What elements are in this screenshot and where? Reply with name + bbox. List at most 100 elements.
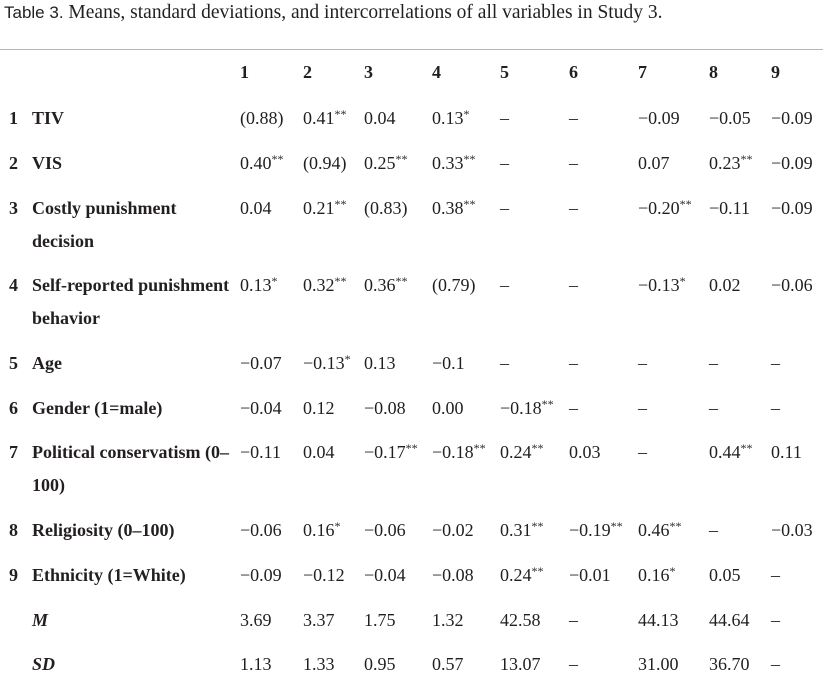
cell: −0.12 <box>303 565 345 585</box>
significance: ** <box>463 152 476 166</box>
row-label: TIV <box>32 108 65 128</box>
cell: 0.03 <box>569 442 601 462</box>
cell: −0.06 <box>364 520 406 540</box>
column-header: 1 <box>240 62 249 82</box>
cell: 0.38** <box>432 192 476 224</box>
significance: ** <box>271 152 284 166</box>
cell: – <box>569 108 578 128</box>
significance: * <box>334 519 341 533</box>
rule <box>0 49 823 50</box>
significance: ** <box>334 274 347 288</box>
row-label: Ethnicity (1=White) <box>32 565 186 585</box>
significance: ** <box>740 441 753 455</box>
cell: 0.41** <box>303 102 347 134</box>
significance: ** <box>610 519 623 533</box>
cell: – <box>638 353 647 373</box>
cell-value: 0.33 <box>432 153 464 173</box>
cell: – <box>569 198 578 218</box>
cell: – <box>709 353 718 373</box>
column-header: 2 <box>303 62 312 82</box>
cell: – <box>500 108 509 128</box>
cell: – <box>638 442 647 462</box>
significance: ** <box>463 197 476 211</box>
row-label: Religiosity (0–100) <box>32 520 175 540</box>
row-number: 9 <box>9 565 18 585</box>
cell: – <box>569 153 578 173</box>
cell: – <box>771 353 780 373</box>
row-number: 6 <box>9 398 18 418</box>
row-label: VIS <box>32 153 63 173</box>
cell: 0.16* <box>638 559 676 591</box>
cell: – <box>500 275 509 295</box>
cell: 3.69 <box>240 610 272 630</box>
cell: 0.04 <box>240 198 272 218</box>
row-label: Age <box>32 353 62 373</box>
cell-value: 0.23 <box>709 153 741 173</box>
cell: 0.13* <box>432 102 470 134</box>
cell: (0.83) <box>364 198 408 218</box>
cell-value: −0.19 <box>569 520 611 540</box>
column-header: 5 <box>500 62 509 82</box>
cell-value: 0.32 <box>303 275 335 295</box>
cell: 0.23** <box>709 147 753 179</box>
cell: 0.95 <box>364 654 396 674</box>
cell-value: 0.44 <box>709 442 741 462</box>
significance: ** <box>531 519 544 533</box>
cell: – <box>500 353 509 373</box>
cell: 1.75 <box>364 610 396 630</box>
row-number: 2 <box>9 153 18 173</box>
significance: ** <box>334 107 347 121</box>
cell: – <box>569 654 578 674</box>
row-label: Gender (1=male) <box>32 398 163 418</box>
significance: ** <box>531 441 544 455</box>
cell: 0.32** <box>303 269 347 301</box>
cell: – <box>709 398 718 418</box>
cell: 0.16* <box>303 514 341 546</box>
row-number: 4 <box>9 275 18 295</box>
cell: – <box>771 398 780 418</box>
row-label: M <box>32 610 49 630</box>
cell: −0.09 <box>240 565 282 585</box>
table-title: Table 3. Means, standard deviations, and… <box>4 2 662 24</box>
cell: −0.20** <box>638 192 692 224</box>
cell: −0.07 <box>240 353 282 373</box>
cell-value: 0.38 <box>432 198 464 218</box>
cell: 0.00 <box>432 398 464 418</box>
table-caption: Means, standard deviations, and intercor… <box>68 2 663 23</box>
cell: 36.70 <box>709 654 750 674</box>
significance: ** <box>405 441 418 455</box>
cell: – <box>569 275 578 295</box>
cell: −0.04 <box>240 398 282 418</box>
cell-value: 0.16 <box>303 520 335 540</box>
cell: 0.02 <box>709 275 741 295</box>
cell: 1.13 <box>240 654 272 674</box>
cell: −0.17** <box>364 436 418 468</box>
cell: −0.18** <box>432 436 486 468</box>
row-label: Costly punishment decision <box>32 198 177 251</box>
significance: ** <box>679 197 692 211</box>
significance: * <box>679 274 686 288</box>
cell: −0.11 <box>240 442 281 462</box>
cell: 0.33** <box>432 147 476 179</box>
row-number: 7 <box>9 442 18 462</box>
significance: ** <box>740 152 753 166</box>
cell: – <box>771 610 780 630</box>
significance: ** <box>531 564 544 578</box>
cell: −0.09 <box>771 108 813 128</box>
cell-value: 0.36 <box>364 275 396 295</box>
cell: 3.37 <box>303 610 335 630</box>
cell: 0.57 <box>432 654 464 674</box>
cell: −0.06 <box>771 275 813 295</box>
cell-value: 0.13 <box>432 108 464 128</box>
cell-value: −0.17 <box>364 442 406 462</box>
column-header: 9 <box>771 62 780 82</box>
cell: – <box>569 398 578 418</box>
cell: 0.07 <box>638 153 670 173</box>
cell: 0.11 <box>771 442 802 462</box>
row-label: Political conservatism (0–100) <box>32 442 229 495</box>
cell: −0.08 <box>364 398 406 418</box>
cell: −0.13* <box>638 269 686 301</box>
cell: 0.21** <box>303 192 347 224</box>
column-header: 7 <box>638 62 647 82</box>
